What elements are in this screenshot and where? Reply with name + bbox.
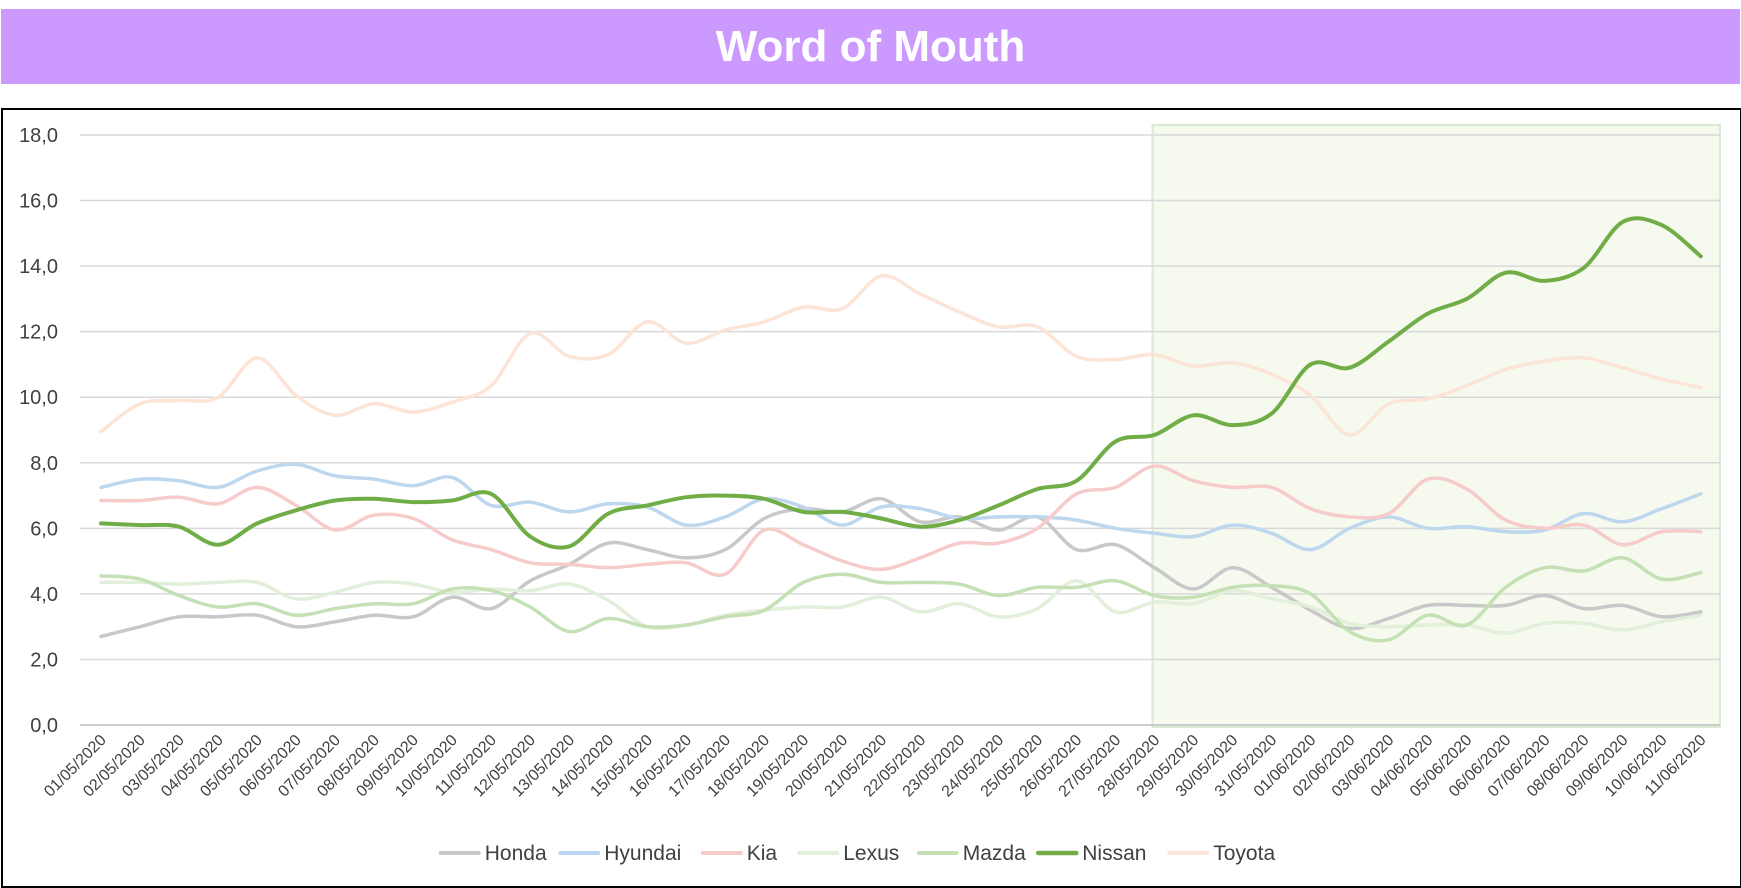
legend-label-honda: Honda [485,842,547,865]
legend-label-hyundai: Hyundai [604,842,681,865]
series-line-lexus [99,579,1703,635]
chart-title-banner: Word of Mouth [1,9,1740,84]
series-line-hyundai [99,462,1703,552]
y-tick-label: 2,0 [30,649,58,671]
y-tick-label: 12,0 [19,322,58,344]
y-tick-label: 6,0 [30,518,58,540]
legend-label-toyota: Toyota [1213,842,1275,865]
series-line-nissan [99,216,1703,550]
legend-label-lexus: Lexus [843,842,899,865]
y-tick-label: 0,0 [30,715,58,737]
y-tick-label: 8,0 [30,453,58,475]
y-tick-label: 4,0 [30,584,58,606]
y-tick-label: 14,0 [19,256,58,278]
legend-label-nissan: Nissan [1082,842,1146,865]
legend-label-kia: Kia [747,842,778,865]
series-line-toyota [99,273,1703,437]
series-line-honda [99,497,1703,639]
chart-title: Word of Mouth [715,21,1026,71]
series-line-mazda [99,556,1703,643]
y-tick-label: 18,0 [19,125,58,147]
series-line-kia [99,464,1703,578]
y-tick-label: 16,0 [19,191,58,213]
legend-label-mazda: Mazda [963,842,1026,865]
y-tick-label: 10,0 [19,387,58,409]
